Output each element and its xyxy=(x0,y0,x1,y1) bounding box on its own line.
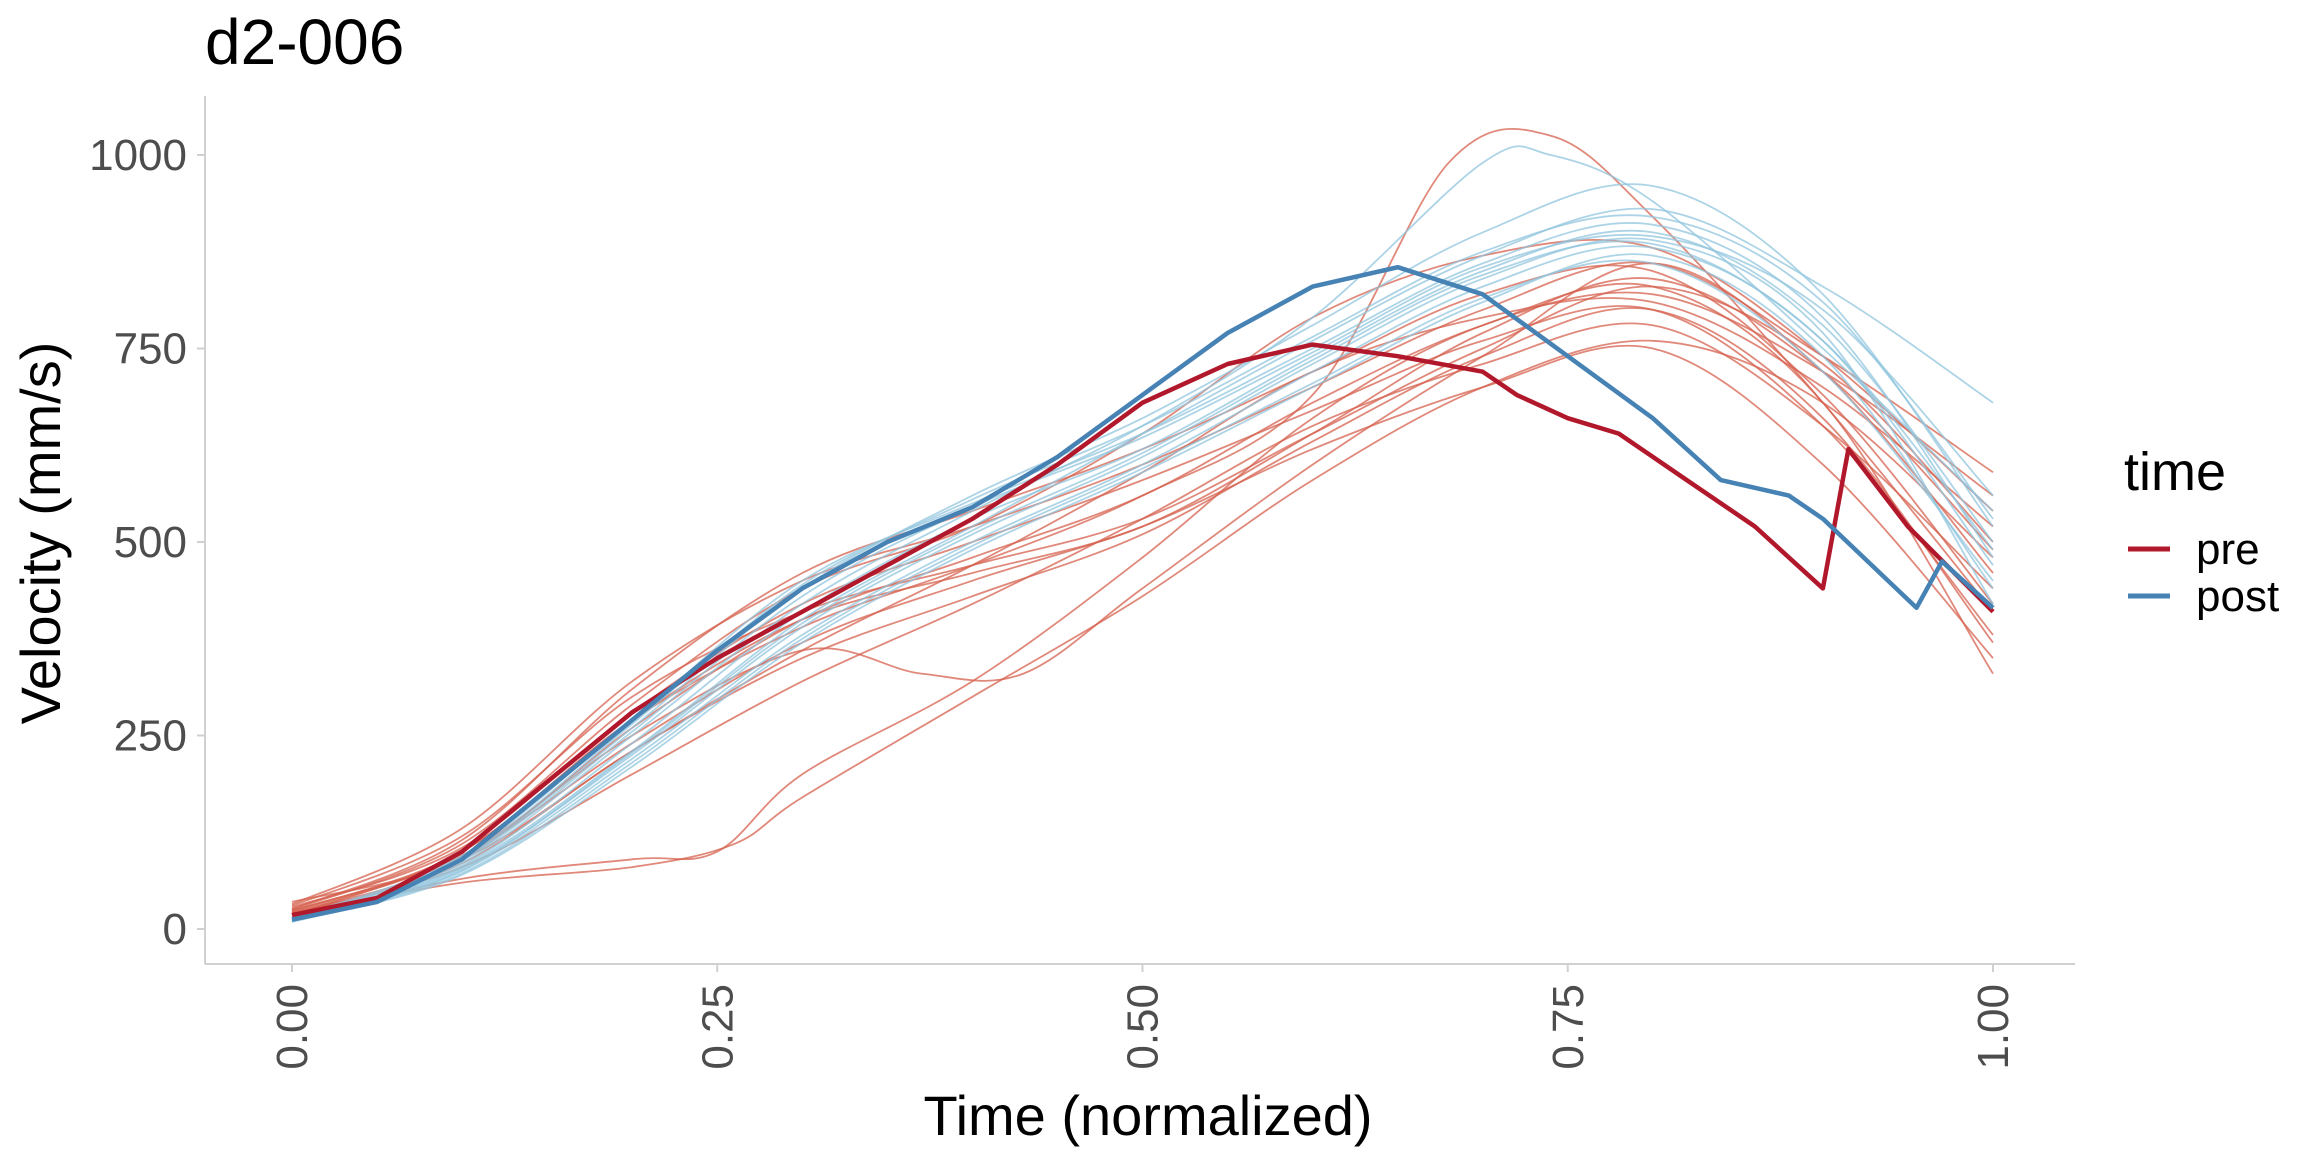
x-tick-label: 0.50 xyxy=(1119,984,1168,1070)
trial-line-post-17 xyxy=(291,145,1994,921)
trial-line-post-21 xyxy=(291,253,1994,923)
y-tick-label: 0 xyxy=(163,905,187,954)
trial-line-post-23 xyxy=(291,237,1994,923)
trial-line-pre-14 xyxy=(291,307,1994,916)
trial-line-post-20 xyxy=(291,229,1994,920)
legend: time pre post xyxy=(2124,442,2279,621)
trial-line-post-25 xyxy=(291,259,1994,922)
x-axis-label: Time (normalized) xyxy=(923,1084,1372,1147)
legend-title: time xyxy=(2124,442,2226,502)
trial-line-post-26 xyxy=(291,214,1994,920)
trial-line-post-16 xyxy=(291,207,1994,923)
x-tick-label: 1.00 xyxy=(1969,984,2018,1070)
y-tick-label: 1000 xyxy=(89,131,187,180)
y-axis-label: Velocity (mm/s) xyxy=(9,342,72,725)
tick-labels: 0 250 500 750 1000 0.00 0.25 0.50 0.75 1.00 xyxy=(89,131,2018,1070)
x-tick-label: 0.25 xyxy=(693,984,742,1070)
trial-line-post-18 xyxy=(291,183,1994,920)
mean-line-post xyxy=(291,264,1995,922)
trial-line-pre-12 xyxy=(291,282,1994,914)
trial-line-pre-1 xyxy=(291,297,1994,903)
x-tick-label: 0.75 xyxy=(1544,984,1593,1070)
y-tick-label: 250 xyxy=(114,712,187,761)
mean-lines xyxy=(291,264,1995,922)
x-tick-label: 0.00 xyxy=(268,984,317,1070)
mean-line-pre xyxy=(291,342,1995,918)
trial-line-pre-3 xyxy=(291,339,1994,915)
trial-line-pre-11 xyxy=(291,264,1994,910)
axes xyxy=(204,96,2075,965)
chart-title: d2-006 xyxy=(205,6,404,78)
trial-line-post-24 xyxy=(291,233,1994,921)
trial-line-post-27 xyxy=(291,240,1994,923)
trial-lines xyxy=(291,127,1994,923)
legend-label-pre: pre xyxy=(2196,525,2260,574)
y-tick-label: 750 xyxy=(114,325,187,374)
trial-line-pre-9 xyxy=(291,322,1994,915)
trial-line-pre-4 xyxy=(291,291,1994,919)
y-tick-label: 500 xyxy=(114,518,187,567)
legend-label-post: post xyxy=(2196,572,2279,621)
